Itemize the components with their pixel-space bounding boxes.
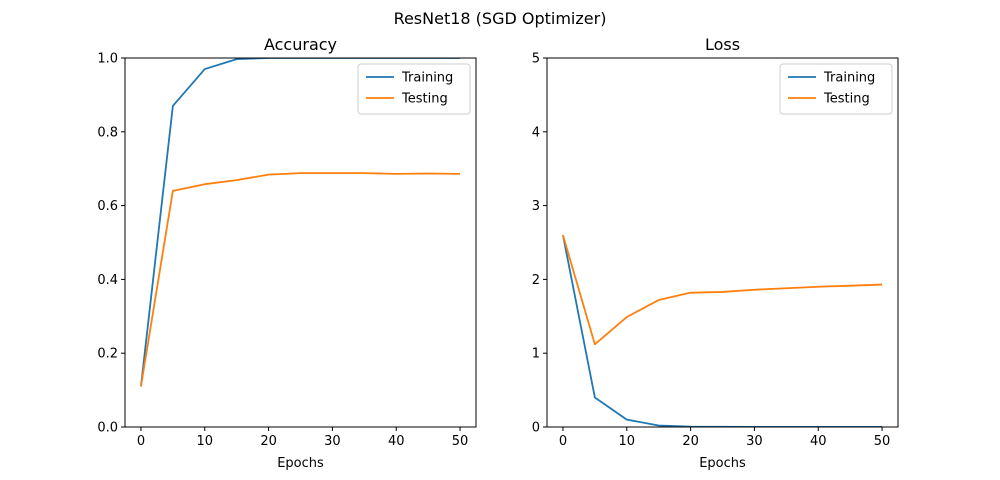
loss-y-tick-label: 0 <box>532 421 540 436</box>
accuracy-legend-label-training: Training <box>401 71 453 86</box>
loss-y-tick-label: 3 <box>532 199 540 214</box>
accuracy-series-testing-line <box>140 172 461 387</box>
loss-x-tick-label: 50 <box>874 434 891 449</box>
loss-y-tick-label: 1 <box>532 347 540 362</box>
accuracy-y-tick-label: 0.8 <box>97 125 118 140</box>
loss-x-tick-label: 30 <box>746 434 763 449</box>
loss-legend-label-training: Training <box>823 71 875 86</box>
loss-chart-title: Loss <box>705 35 740 54</box>
accuracy-y-tick-label: 1.0 <box>97 52 118 67</box>
accuracy-x-tick-label: 0 <box>137 434 145 449</box>
loss-y-tick-label: 5 <box>532 52 540 67</box>
accuracy-x-tick-label: 40 <box>388 434 405 449</box>
loss-legend: Training Testing <box>779 63 893 115</box>
accuracy-chart-title: Accuracy <box>264 35 337 54</box>
loss-legend-label-testing: Testing <box>823 92 870 107</box>
accuracy-x-tick-label: 30 <box>324 434 341 449</box>
loss-x-axis-label: Epochs <box>699 456 746 471</box>
loss-chart: Loss 0 10 20 30 40 50 0 1 2 3 4 5 Epochs Training Testi… <box>532 35 899 471</box>
accuracy-x-axis-label: Epochs <box>277 456 324 471</box>
loss-x-tick-label: 40 <box>810 434 827 449</box>
accuracy-legend-label-testing: Testing <box>401 92 448 107</box>
accuracy-x-tick-label: 20 <box>260 434 277 449</box>
accuracy-y-tick-label: 0.6 <box>97 199 118 214</box>
loss-plot-frame <box>546 57 899 428</box>
loss-x-tick-label: 10 <box>618 434 635 449</box>
accuracy-y-tick-label: 0.2 <box>97 347 118 362</box>
accuracy-series-training-line <box>140 58 461 387</box>
figure-title: ResNet18 (SGD Optimizer) <box>394 9 607 28</box>
accuracy-x-tick-label: 50 <box>452 434 469 449</box>
loss-y-tick-label: 2 <box>532 273 540 288</box>
accuracy-chart: Accuracy 0 10 20 30 40 50 0.0 0.2 0.4 0.6 0.8 1.0 Epo… <box>97 35 477 471</box>
loss-x-tick-label: 20 <box>682 434 699 449</box>
accuracy-y-tick-label: 0.0 <box>97 421 118 436</box>
loss-series-testing-line <box>562 234 883 346</box>
accuracy-y-tick-label: 0.4 <box>97 273 118 288</box>
accuracy-plot-frame <box>124 57 477 428</box>
accuracy-x-tick-label: 10 <box>196 434 213 449</box>
accuracy-legend: Training Testing <box>357 63 471 115</box>
loss-x-tick-label: 0 <box>559 434 567 449</box>
loss-y-tick-label: 4 <box>532 125 540 140</box>
